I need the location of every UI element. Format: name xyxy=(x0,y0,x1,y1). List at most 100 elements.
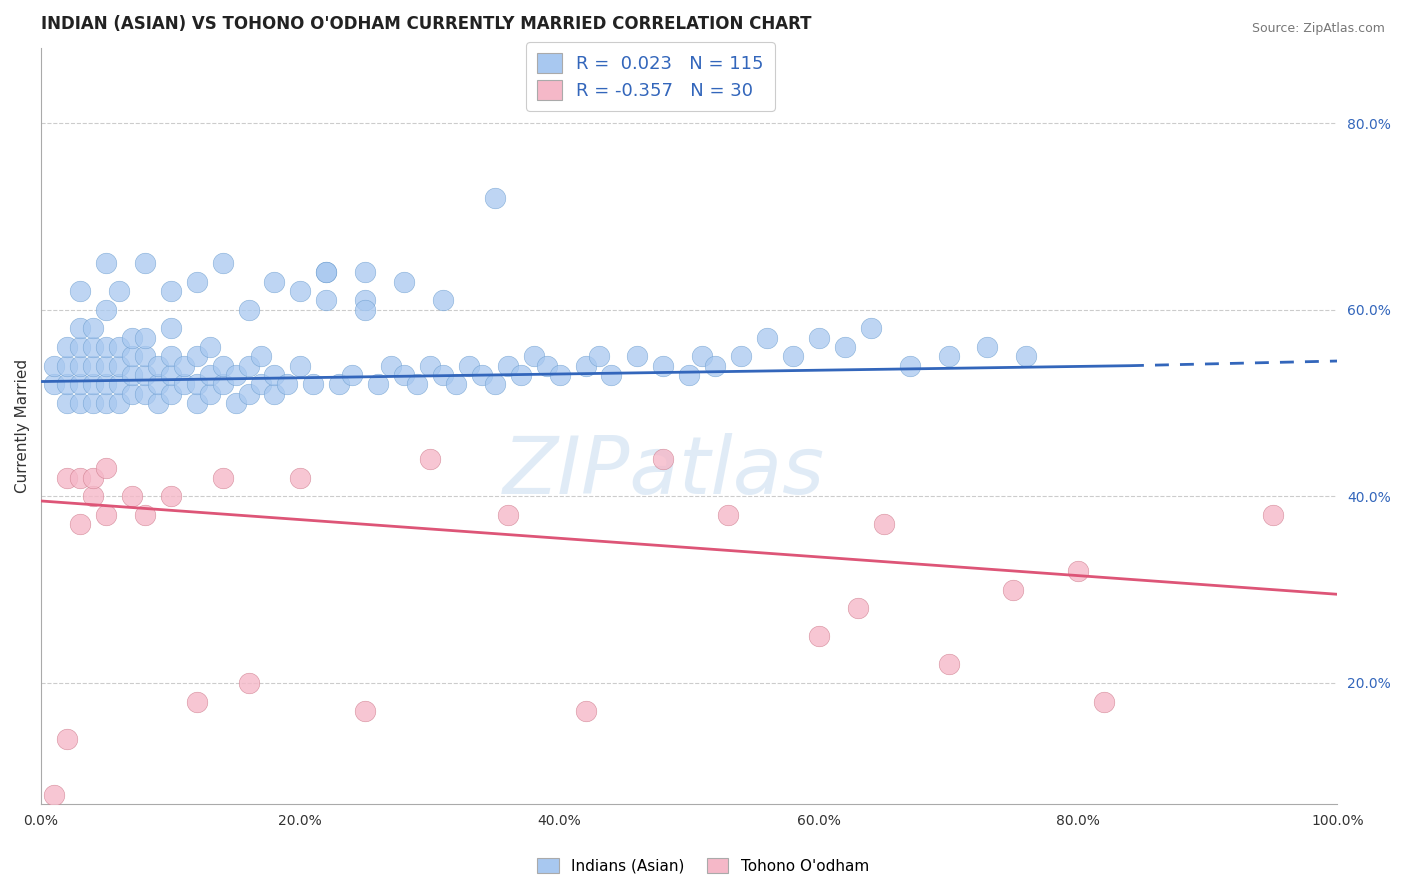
Point xyxy=(976,340,998,354)
Point xyxy=(574,359,596,373)
Point xyxy=(225,368,247,382)
Point xyxy=(42,359,65,373)
Point xyxy=(626,349,648,363)
Point xyxy=(82,340,104,354)
Point xyxy=(94,256,117,270)
Point xyxy=(263,275,285,289)
Point xyxy=(354,265,377,279)
Point xyxy=(121,349,143,363)
Point xyxy=(94,461,117,475)
Point xyxy=(419,359,441,373)
Point xyxy=(315,265,337,279)
Point xyxy=(134,331,156,345)
Point xyxy=(94,508,117,522)
Point xyxy=(354,704,377,718)
Point xyxy=(652,452,675,467)
Point xyxy=(94,302,117,317)
Point xyxy=(186,349,208,363)
Point xyxy=(225,396,247,410)
Point xyxy=(69,321,91,335)
Point xyxy=(134,508,156,522)
Point xyxy=(198,368,221,382)
Point xyxy=(186,377,208,392)
Point xyxy=(56,396,79,410)
Point xyxy=(1261,508,1284,522)
Point xyxy=(173,359,195,373)
Point xyxy=(536,359,558,373)
Point xyxy=(782,349,804,363)
Point xyxy=(290,284,312,298)
Legend: Indians (Asian), Tohono O'odham: Indians (Asian), Tohono O'odham xyxy=(531,852,875,880)
Point xyxy=(574,704,596,718)
Point xyxy=(678,368,700,382)
Point xyxy=(484,191,506,205)
Point xyxy=(432,293,454,308)
Point xyxy=(42,377,65,392)
Point xyxy=(108,359,131,373)
Point xyxy=(211,359,233,373)
Point xyxy=(134,368,156,382)
Point xyxy=(938,657,960,672)
Point xyxy=(315,265,337,279)
Point xyxy=(211,470,233,484)
Point xyxy=(108,284,131,298)
Legend: R =  0.023   N = 115, R = -0.357   N = 30: R = 0.023 N = 115, R = -0.357 N = 30 xyxy=(526,42,775,111)
Point xyxy=(108,377,131,392)
Point xyxy=(367,377,389,392)
Point xyxy=(354,293,377,308)
Point xyxy=(717,508,740,522)
Point xyxy=(496,508,519,522)
Point xyxy=(82,377,104,392)
Point xyxy=(69,396,91,410)
Point xyxy=(859,321,882,335)
Point xyxy=(315,293,337,308)
Point xyxy=(807,331,830,345)
Point xyxy=(134,386,156,401)
Point xyxy=(302,377,325,392)
Point xyxy=(159,284,181,298)
Point xyxy=(108,340,131,354)
Point xyxy=(211,377,233,392)
Point xyxy=(873,517,896,532)
Point xyxy=(523,349,546,363)
Point xyxy=(186,275,208,289)
Point xyxy=(238,359,260,373)
Point xyxy=(69,359,91,373)
Point xyxy=(238,676,260,690)
Point xyxy=(588,349,610,363)
Point xyxy=(898,359,921,373)
Point xyxy=(1002,582,1025,597)
Point xyxy=(56,731,79,746)
Point xyxy=(290,470,312,484)
Point xyxy=(380,359,402,373)
Point xyxy=(94,340,117,354)
Point xyxy=(690,349,713,363)
Point xyxy=(1067,564,1090,578)
Point xyxy=(419,452,441,467)
Point xyxy=(342,368,364,382)
Point xyxy=(134,256,156,270)
Point xyxy=(548,368,571,382)
Y-axis label: Currently Married: Currently Married xyxy=(15,359,30,493)
Point xyxy=(290,359,312,373)
Point xyxy=(471,368,494,382)
Point xyxy=(82,321,104,335)
Point xyxy=(238,386,260,401)
Point xyxy=(263,368,285,382)
Point xyxy=(276,377,298,392)
Point xyxy=(82,359,104,373)
Point xyxy=(392,368,415,382)
Point xyxy=(69,470,91,484)
Text: INDIAN (ASIAN) VS TOHONO O'ODHAM CURRENTLY MARRIED CORRELATION CHART: INDIAN (ASIAN) VS TOHONO O'ODHAM CURRENT… xyxy=(41,15,811,33)
Point xyxy=(432,368,454,382)
Point xyxy=(1092,695,1115,709)
Point xyxy=(159,386,181,401)
Point xyxy=(159,349,181,363)
Point xyxy=(652,359,675,373)
Point xyxy=(146,359,169,373)
Point xyxy=(159,368,181,382)
Point xyxy=(121,386,143,401)
Point xyxy=(94,396,117,410)
Point xyxy=(69,340,91,354)
Point xyxy=(756,331,779,345)
